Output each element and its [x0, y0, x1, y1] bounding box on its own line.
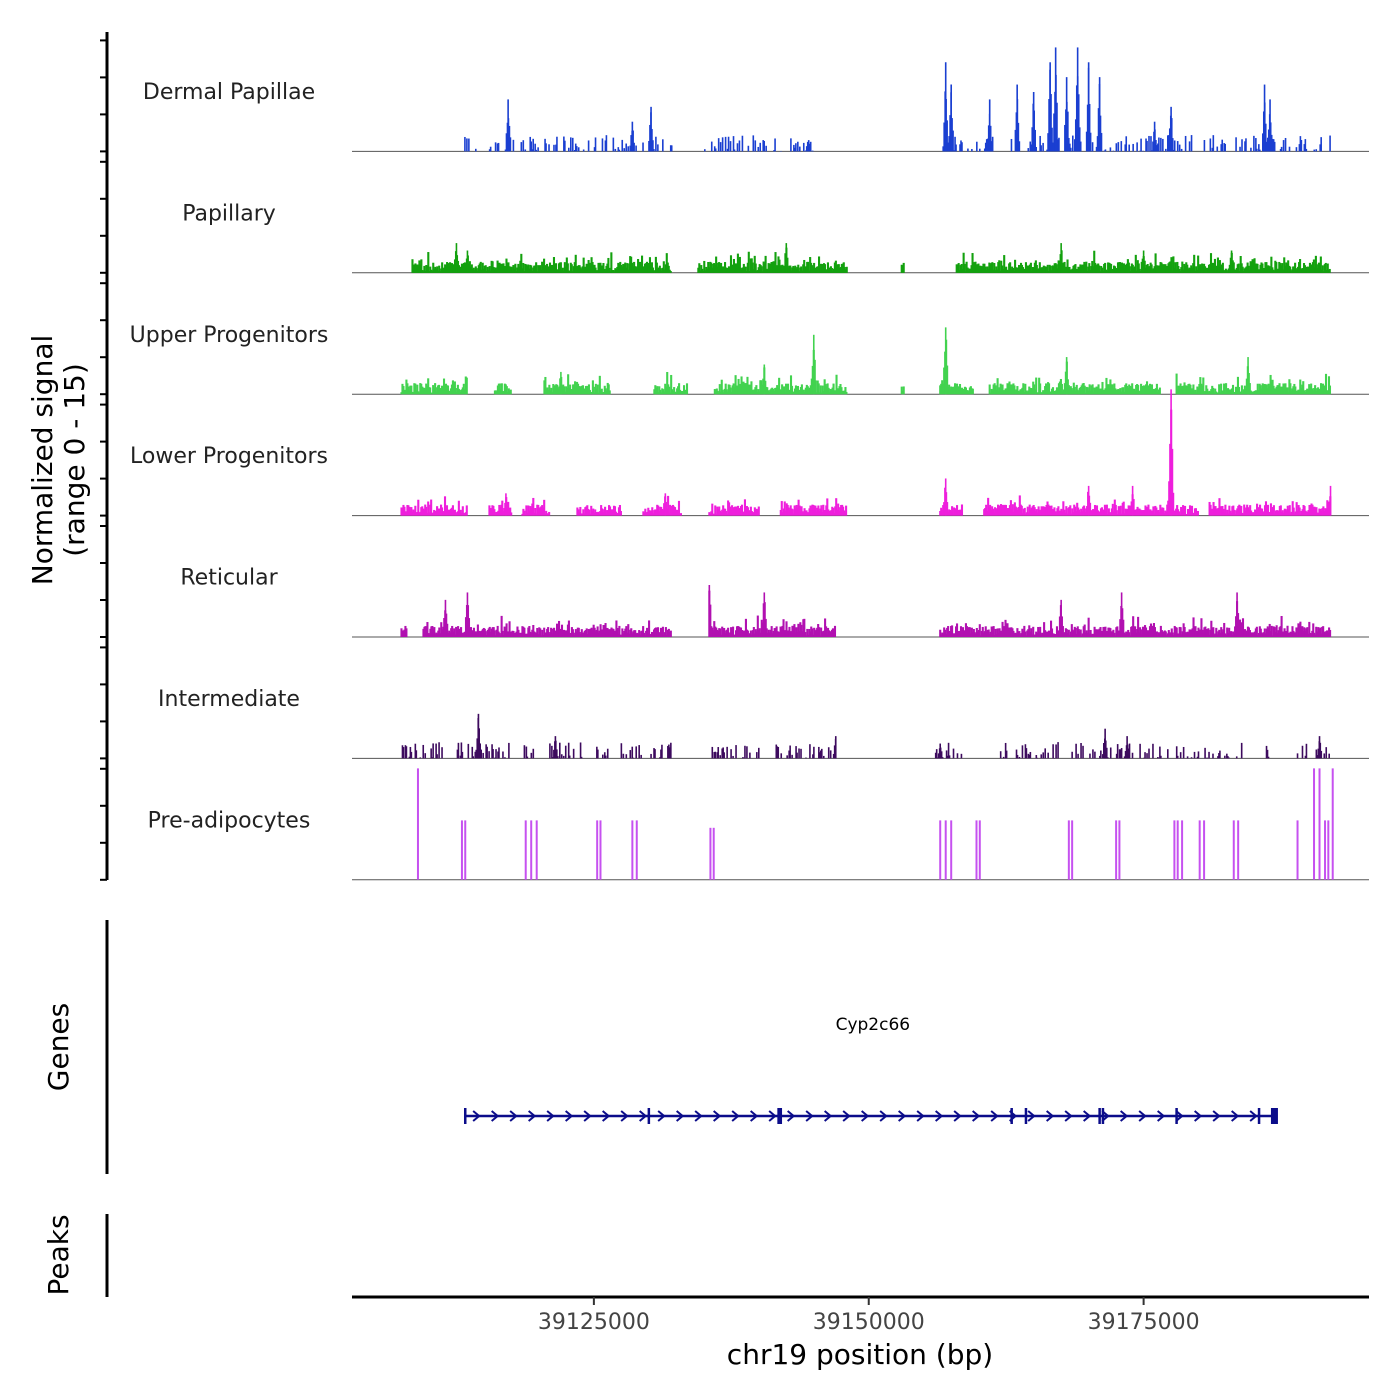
- gene-strand-arrow: [1083, 1110, 1092, 1122]
- gene-strand-arrow: [935, 1110, 944, 1122]
- signal-track: Dermal Papillae: [143, 47, 1369, 152]
- signal-tracks: Dermal Papillae Papillary Upper Progenitor…: [130, 47, 1369, 881]
- gene-strand-arrow: [750, 1110, 759, 1122]
- gene-strand-arrow: [639, 1110, 648, 1122]
- gene-strand-arrow: [972, 1110, 981, 1122]
- gene-exon: [1175, 1108, 1178, 1124]
- track-label: Reticular: [180, 566, 278, 591]
- gene-strand-arrow: [1249, 1110, 1258, 1122]
- gene-strand-arrow: [676, 1110, 685, 1122]
- gene-strand-arrow: [509, 1110, 518, 1122]
- gene-strand-arrow: [1231, 1110, 1240, 1122]
- gene-track: Cyp2c66: [463, 1015, 1278, 1124]
- gene-strand-arrow: [1046, 1110, 1055, 1122]
- gene-exon: [1257, 1108, 1261, 1124]
- track-label: Papillary: [182, 201, 276, 226]
- gene-exon: [779, 1108, 783, 1124]
- gene-strand-arrow: [1212, 1110, 1221, 1122]
- x-axis-tick-label: 39175000: [1088, 1310, 1200, 1335]
- gene-strand-arrow: [657, 1110, 666, 1122]
- gene-strand-arrow: [1064, 1110, 1073, 1122]
- track-label: Dermal Papillae: [143, 80, 315, 105]
- gene-strand-arrow: [768, 1110, 777, 1122]
- x-axis-tick-label: 39150000: [813, 1310, 925, 1335]
- gene-strand-arrow: [546, 1110, 555, 1122]
- gene-name: Cyp2c66: [836, 1015, 911, 1035]
- signal-track: Papillary: [182, 201, 1369, 274]
- gene-strand-arrow: [528, 1110, 537, 1122]
- gene-strand-arrow: [879, 1110, 888, 1122]
- genes-panel-title: Genes: [42, 1003, 75, 1091]
- signal-track: Lower Progenitors: [130, 389, 1369, 517]
- gene-strand-arrow: [787, 1110, 796, 1122]
- gene-strand-arrow: [1194, 1110, 1203, 1122]
- gene-strand-arrow: [805, 1110, 814, 1122]
- y-axis-title-line-2: (range 0 - 15): [58, 363, 91, 557]
- signal-track: Upper Progenitors: [130, 323, 1369, 395]
- track-label: Upper Progenitors: [130, 323, 329, 348]
- gene-exon: [1270, 1108, 1278, 1124]
- track-label: Pre-adipocytes: [148, 808, 311, 833]
- gene-strand-arrow: [1138, 1110, 1147, 1122]
- signal-track: Intermediate: [158, 687, 1369, 759]
- gene-strand-arrow: [1027, 1110, 1036, 1122]
- gene-strand-arrow: [1157, 1110, 1166, 1122]
- gene-strand-arrow: [565, 1110, 574, 1122]
- gene-exon: [1101, 1108, 1105, 1124]
- gene-strand-arrow: [990, 1110, 999, 1122]
- gene-strand-arrow: [916, 1110, 925, 1122]
- signal-track: Reticular: [180, 566, 1369, 638]
- y-axis-title-line-1: Normalized signal: [26, 335, 59, 586]
- x-axis-ticks: 39125000 39150000 39175000: [538, 1297, 1200, 1335]
- gene-exon: [1098, 1108, 1101, 1124]
- gene-strand-arrow: [583, 1110, 592, 1122]
- gene-exon: [777, 1108, 780, 1124]
- gene-strand-arrow: [472, 1110, 481, 1122]
- peaks-panel-title: Peaks: [42, 1214, 75, 1295]
- gene-strand-arrow: [953, 1110, 962, 1122]
- gene-exon: [1024, 1108, 1028, 1124]
- gene-strand-arrow: [491, 1110, 500, 1122]
- track-label: Intermediate: [158, 687, 300, 712]
- gene-exon: [1010, 1108, 1013, 1124]
- x-axis-tick-label: 39125000: [538, 1310, 650, 1335]
- signal-track: Pre-adipocytes: [148, 768, 1369, 881]
- gene-strand-arrow: [602, 1110, 611, 1122]
- gene-strand-arrow: [861, 1110, 870, 1122]
- signal-y-axis-ticks: [100, 39, 107, 881]
- gene-strand-arrow: [898, 1110, 907, 1122]
- track-label: Lower Progenitors: [130, 444, 328, 469]
- gene-exon: [463, 1108, 467, 1124]
- gene-exon: [647, 1108, 651, 1124]
- gene-strand-arrow: [1120, 1110, 1129, 1122]
- x-axis-title: chr19 position (bp): [727, 1338, 993, 1371]
- gene-strand-arrow: [824, 1110, 833, 1122]
- gene-strand-arrow: [620, 1110, 629, 1122]
- gene-strand-arrow: [713, 1110, 722, 1122]
- gene-strand-arrow: [1175, 1110, 1184, 1122]
- gene-strand-arrow: [842, 1110, 851, 1122]
- gene-strand-arrow: [731, 1110, 740, 1122]
- gene-strand-arrow: [694, 1110, 703, 1122]
